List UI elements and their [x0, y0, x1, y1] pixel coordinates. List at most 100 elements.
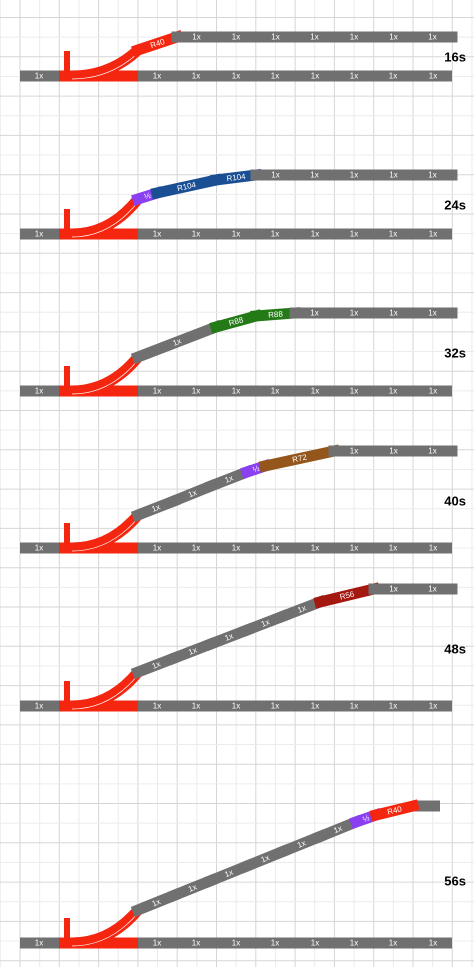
track-label: 1x — [350, 387, 358, 396]
track-label: 1x — [271, 72, 279, 81]
switch-curve — [71, 906, 143, 949]
track-label: 1x — [389, 72, 397, 81]
track-label: 1x — [350, 939, 358, 948]
track-label: 1x — [223, 473, 234, 484]
route-piece — [130, 319, 224, 365]
bottom-track — [20, 228, 452, 240]
track-label: ½ — [361, 813, 371, 824]
track-label: 1x — [232, 544, 240, 553]
track-label: 1x — [35, 387, 43, 396]
time-label: 40s — [444, 493, 466, 508]
track-label: 1x — [428, 33, 436, 42]
track-label: R88 — [228, 315, 245, 328]
switch-line — [71, 674, 139, 710]
track-label: 1x — [428, 585, 436, 594]
route-piece — [130, 650, 182, 680]
switch-post — [64, 366, 70, 386]
switch-curve — [71, 195, 143, 240]
route-piece — [209, 309, 263, 334]
track-label: 1x — [429, 544, 437, 553]
track-label: 1x — [350, 447, 358, 456]
switch-post — [64, 523, 70, 543]
track-label: 1x — [271, 387, 279, 396]
track-label: 1x — [151, 897, 162, 909]
time-label: 16s — [444, 49, 466, 64]
switch-curve — [71, 511, 143, 554]
track-label: 1x — [350, 544, 358, 553]
track-label: ½ — [251, 464, 260, 475]
track-label: 1x — [232, 939, 240, 948]
track-label: 1x — [428, 447, 436, 456]
track-label: 1x — [350, 309, 358, 318]
track-label: 1x — [153, 72, 161, 81]
track-label: 1x — [35, 702, 43, 711]
track-label: 1x — [310, 309, 318, 318]
track-label: 1x — [311, 230, 319, 239]
track-label: 1x — [429, 939, 437, 948]
track-label: R40 — [386, 804, 403, 816]
track-label: 1x — [389, 171, 397, 180]
route-piece — [203, 858, 255, 888]
track-label: R88 — [268, 310, 284, 320]
track-label: 1x — [350, 72, 358, 81]
track-label: 1x — [153, 387, 161, 396]
track-label: 1x — [35, 72, 43, 81]
track-label: 1x — [35, 230, 43, 239]
track-label: 1x — [232, 33, 240, 42]
route-piece — [209, 168, 263, 187]
switch-line — [71, 201, 139, 238]
track-label: 1x — [232, 72, 240, 81]
track-label: 1x — [389, 585, 397, 594]
track-label: 1x — [192, 230, 200, 239]
switch-line — [71, 912, 139, 947]
track-label: R56 — [339, 589, 356, 601]
track-label: 1x — [311, 702, 319, 711]
track-label: 1x — [192, 544, 200, 553]
route-piece — [166, 478, 219, 509]
track-label: 1x — [311, 387, 319, 396]
bottom-track — [20, 700, 452, 712]
track-label: 1x — [153, 939, 161, 948]
track-label: 1x — [350, 171, 358, 180]
switch-post — [64, 918, 70, 938]
bottom-track — [20, 542, 452, 554]
track-panel: 1x 1x 1x 1x 1x 1x 1x 1x 1x ½ R104 R104 1x 1x 1x 1x 1x 24s — [20, 168, 466, 240]
route-piece — [130, 493, 182, 523]
track-label: 1x — [389, 544, 397, 553]
track-label: 1x — [332, 824, 343, 836]
bottom-track — [20, 385, 452, 397]
track-label: 1x — [232, 702, 240, 711]
track-label: 1x — [350, 33, 358, 42]
track-label: R104 — [226, 172, 247, 183]
track-label: 1x — [192, 387, 200, 396]
switch-post — [64, 681, 70, 701]
track-label: 1x — [35, 939, 43, 948]
route-piece — [203, 622, 255, 652]
switch-post — [64, 51, 70, 71]
switch-line — [71, 359, 139, 395]
switch-curve — [71, 45, 142, 82]
track-label: 1x — [150, 502, 161, 513]
time-label: 48s — [444, 641, 466, 656]
track-label: 1x — [223, 631, 234, 642]
track-label: 1x — [153, 544, 161, 553]
track-label: 1x — [271, 702, 279, 711]
track-label: 1x — [271, 939, 279, 948]
route-piece — [240, 608, 291, 638]
route-piece — [313, 582, 381, 609]
track-panel: 1x 1x 1x 1x 1x 1x 1x 1x 1x 1x R88 R88 1x 1x 1x 1x 32s — [20, 307, 466, 397]
track-label: 1x — [260, 617, 271, 628]
track-panel: 1x 1x 1x 1x 1x 1x 1x 1x 1x 1x 1x 1x 1x 1x R56 1x 1x 48s — [20, 582, 466, 712]
track-label: 1x — [389, 33, 397, 42]
track-label: 1x — [428, 171, 436, 180]
bottom-track — [20, 70, 452, 82]
route-piece — [250, 307, 301, 322]
track-label: 1x — [296, 838, 307, 850]
switch-curve — [71, 668, 143, 712]
track-label: 1x — [311, 72, 319, 81]
track-label: 1x — [223, 868, 234, 880]
switch-line — [71, 517, 139, 552]
track-label: 1x — [350, 702, 358, 711]
track-label: 1x — [35, 544, 43, 553]
